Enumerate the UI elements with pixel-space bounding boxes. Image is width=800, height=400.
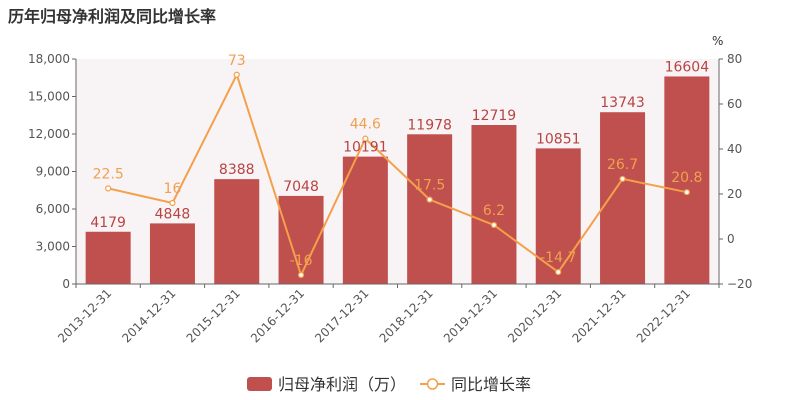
line-value-label: -14.7 xyxy=(540,250,576,266)
line-value-label: 26.7 xyxy=(607,157,638,173)
bar xyxy=(278,195,324,284)
y-left-tick-label: 9,000 xyxy=(36,165,70,179)
bar xyxy=(85,231,131,284)
bar-value-label: 10191 xyxy=(343,140,388,156)
y-right-tick-label: −20 xyxy=(727,277,752,291)
bar-value-label: 4848 xyxy=(155,206,191,222)
legend-bar-swatch xyxy=(247,377,272,391)
right-axis-unit: % xyxy=(712,34,723,48)
chart-title: 历年归母净利润及同比增长率 xyxy=(8,7,216,26)
legend: 归母净利润（万） 同比增长率 xyxy=(247,375,531,394)
line-value-label: 20.8 xyxy=(671,170,702,186)
line-point xyxy=(619,175,626,183)
x-tick-label: 2016-12-31 xyxy=(248,286,307,345)
bar xyxy=(149,223,195,284)
bar-value-label: 7048 xyxy=(283,179,319,195)
line-point xyxy=(683,189,690,196)
line-value-label: 44.6 xyxy=(350,117,381,133)
x-tick-label: 2018-12-31 xyxy=(377,286,436,345)
line-point xyxy=(105,185,112,192)
x-tick-label: 2019-12-31 xyxy=(441,286,500,345)
bar-value-label: 8388 xyxy=(219,162,255,178)
line-point xyxy=(233,71,240,78)
bars-layer xyxy=(85,76,710,285)
bar xyxy=(342,156,388,284)
x-tick-label: 2020-12-31 xyxy=(505,286,564,345)
y-right-tick-label: 80 xyxy=(727,52,742,66)
y-right-tick-label: 20 xyxy=(727,187,742,201)
labels-layer: 4179 4848 8388 7048 10191 11978 12719 10851 1374… xyxy=(90,53,709,269)
y-left-tick-label: 12,000 xyxy=(28,127,70,141)
y-left-tick-label: 3,000 xyxy=(36,240,70,254)
y-right-tick-label: 0 xyxy=(727,232,735,246)
x-tick-label: 2021-12-31 xyxy=(569,286,628,345)
line-point xyxy=(555,268,562,276)
x-tick-label: 2014-12-31 xyxy=(119,286,178,345)
line-value-label: 17.5 xyxy=(414,178,445,194)
line-value-label: 6.2 xyxy=(483,203,505,219)
x-tick-label: 2015-12-31 xyxy=(184,286,243,345)
y-right-tick-label: 60 xyxy=(727,97,742,111)
line-point xyxy=(490,221,498,229)
bar xyxy=(407,134,453,284)
line-point xyxy=(362,135,369,142)
legend-line-label: 同比增长率 xyxy=(451,375,531,394)
bar-value-label: 12719 xyxy=(472,108,517,124)
y-left-tick-label: 18,000 xyxy=(28,52,70,66)
x-tick-label: 2022-12-31 xyxy=(634,286,693,345)
y-left-tick-label: 6,000 xyxy=(36,202,70,216)
line-value-label: 73 xyxy=(228,53,246,69)
x-tick-label: 2013-12-31 xyxy=(55,286,114,345)
bar-value-label: 11978 xyxy=(407,117,452,133)
bar xyxy=(214,179,260,284)
bar-value-label: 4179 xyxy=(90,215,126,231)
y-right-tick-label: 40 xyxy=(727,142,742,156)
bar-value-label: 13743 xyxy=(600,95,645,111)
bar xyxy=(471,125,517,284)
line-layer xyxy=(105,71,690,279)
line-point xyxy=(169,199,176,207)
line-point xyxy=(426,196,433,203)
line-value-label: -16 xyxy=(290,253,313,269)
line-point xyxy=(297,271,305,279)
series-line xyxy=(107,72,688,278)
x-tick-label: 2017-12-31 xyxy=(312,286,371,345)
line-value-label: 22.5 xyxy=(93,166,124,182)
legend-bar-label: 归母净利润（万） xyxy=(278,375,406,394)
bar-value-label: 16604 xyxy=(665,59,710,75)
bar-value-label: 10851 xyxy=(536,131,581,147)
bar xyxy=(600,112,646,285)
legend-line-marker xyxy=(426,378,439,390)
bar xyxy=(664,76,710,284)
y-left-tick-label: 15,000 xyxy=(28,90,70,104)
line-value-label: 16 xyxy=(164,181,182,197)
y-left-tick-label: 0 xyxy=(62,277,70,291)
